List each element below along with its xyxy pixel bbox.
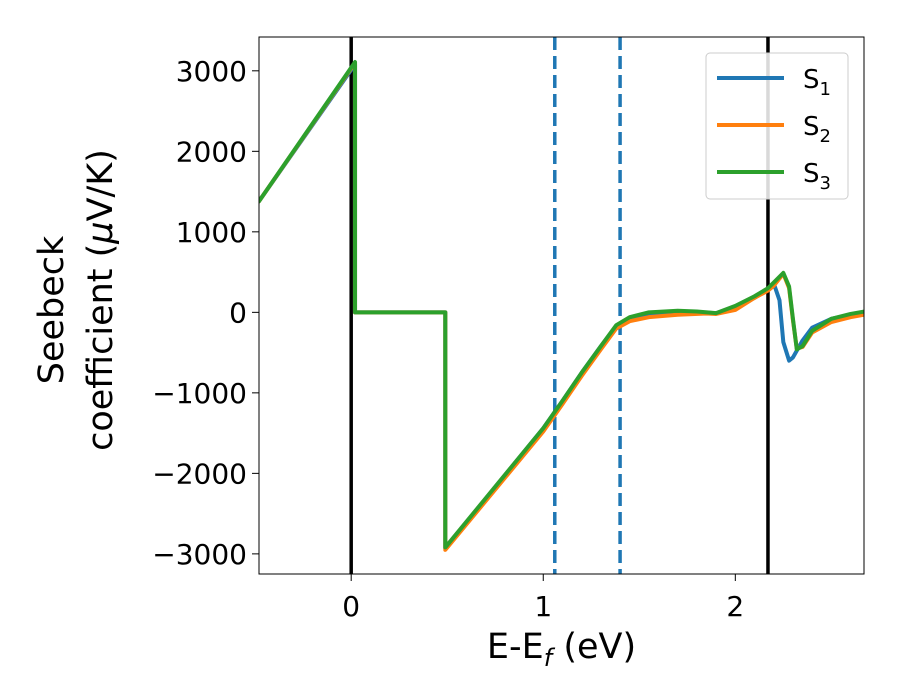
y-tick-label: −2000 (152, 457, 247, 490)
series-lines (259, 59, 864, 552)
plot-content (259, 37, 864, 574)
x-axis-title-suffix: (eV) (552, 627, 636, 667)
y-axis-title-mu: μ (81, 221, 121, 244)
legend-items: S1 S2 S3 (717, 65, 831, 194)
legend-label-S3: S3 (803, 159, 831, 194)
x-tick-label: 2 (726, 590, 744, 623)
y-axis-title-line2: coefficient (μV/K) (81, 149, 121, 451)
y-axis-title-line2-post: V/K) (81, 149, 121, 221)
legend: S1 S2 S3 (705, 52, 849, 200)
x-tick-label: 1 (534, 590, 552, 623)
x-tick-label: 0 (342, 590, 360, 623)
y-tick-label: −3000 (152, 538, 247, 571)
y-axis-title: Seebeck coefficient (μV/K) (32, 149, 121, 451)
legend-label-S1: S1 (803, 65, 831, 100)
legend-label-S2: S2 (803, 112, 831, 147)
y-tick-label: 0 (229, 296, 247, 329)
x-axis-ticks: 0 1 2 (342, 574, 744, 623)
y-tick-label: 3000 (176, 55, 247, 88)
vertical-lines (349, 37, 770, 574)
y-tick-label: 2000 (176, 135, 247, 168)
y-axis-ticks: 3000 2000 1000 0 −1000 −2000 −3000 (152, 55, 259, 571)
series-line-S3 (259, 59, 864, 550)
x-axis-title-main: E-E (487, 627, 544, 667)
y-tick-label: −1000 (152, 377, 247, 410)
plot-frame (258, 36, 865, 575)
y-axis-title-line1: Seebeck (32, 235, 72, 384)
y-axis-title-line2-pre: coefficient ( (81, 244, 121, 451)
x-axis-title: E-Ef (eV) (487, 627, 636, 672)
y-tick-label: 1000 (176, 216, 247, 249)
